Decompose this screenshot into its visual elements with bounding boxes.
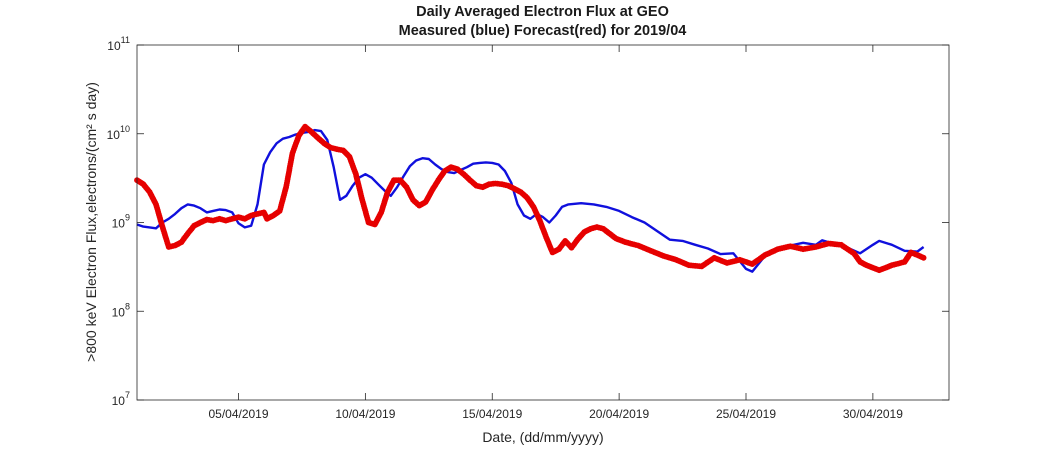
- y-tick-label: 1010: [107, 124, 130, 142]
- x-tick-label: 05/04/2019: [208, 407, 268, 421]
- y-tick-label: 1011: [107, 35, 130, 53]
- x-tick-label: 10/04/2019: [335, 407, 395, 421]
- chart-subtitle: Measured (blue) Forecast(red) for 2019/0…: [398, 23, 687, 39]
- x-tick-label: 25/04/2019: [716, 407, 776, 421]
- y-tick-label: 109: [112, 213, 130, 231]
- x-axis-label: Date, (dd/mm/yyyy): [482, 429, 603, 445]
- x-tick-label: 15/04/2019: [462, 407, 522, 421]
- y-tick-label: 108: [112, 301, 130, 319]
- chart-title: Daily Averaged Electron Flux at GEO: [416, 4, 669, 20]
- series-layer: [134, 123, 927, 274]
- forecast-series-markers: [134, 123, 927, 274]
- y-axis-label: >800 keV Electron Flux,electrons/(cm² s …: [83, 82, 99, 362]
- forecast-marker: [920, 254, 927, 261]
- y-tick-label: 107: [112, 390, 130, 408]
- x-axis: 05/04/2019 10/04/2019 15/04/2019 20/04/2019…: [208, 45, 903, 421]
- y-axis: 107 108 109 1010 1011: [107, 35, 949, 408]
- x-tick-label: 20/04/2019: [589, 407, 649, 421]
- x-tick-label: 30/04/2019: [843, 407, 903, 421]
